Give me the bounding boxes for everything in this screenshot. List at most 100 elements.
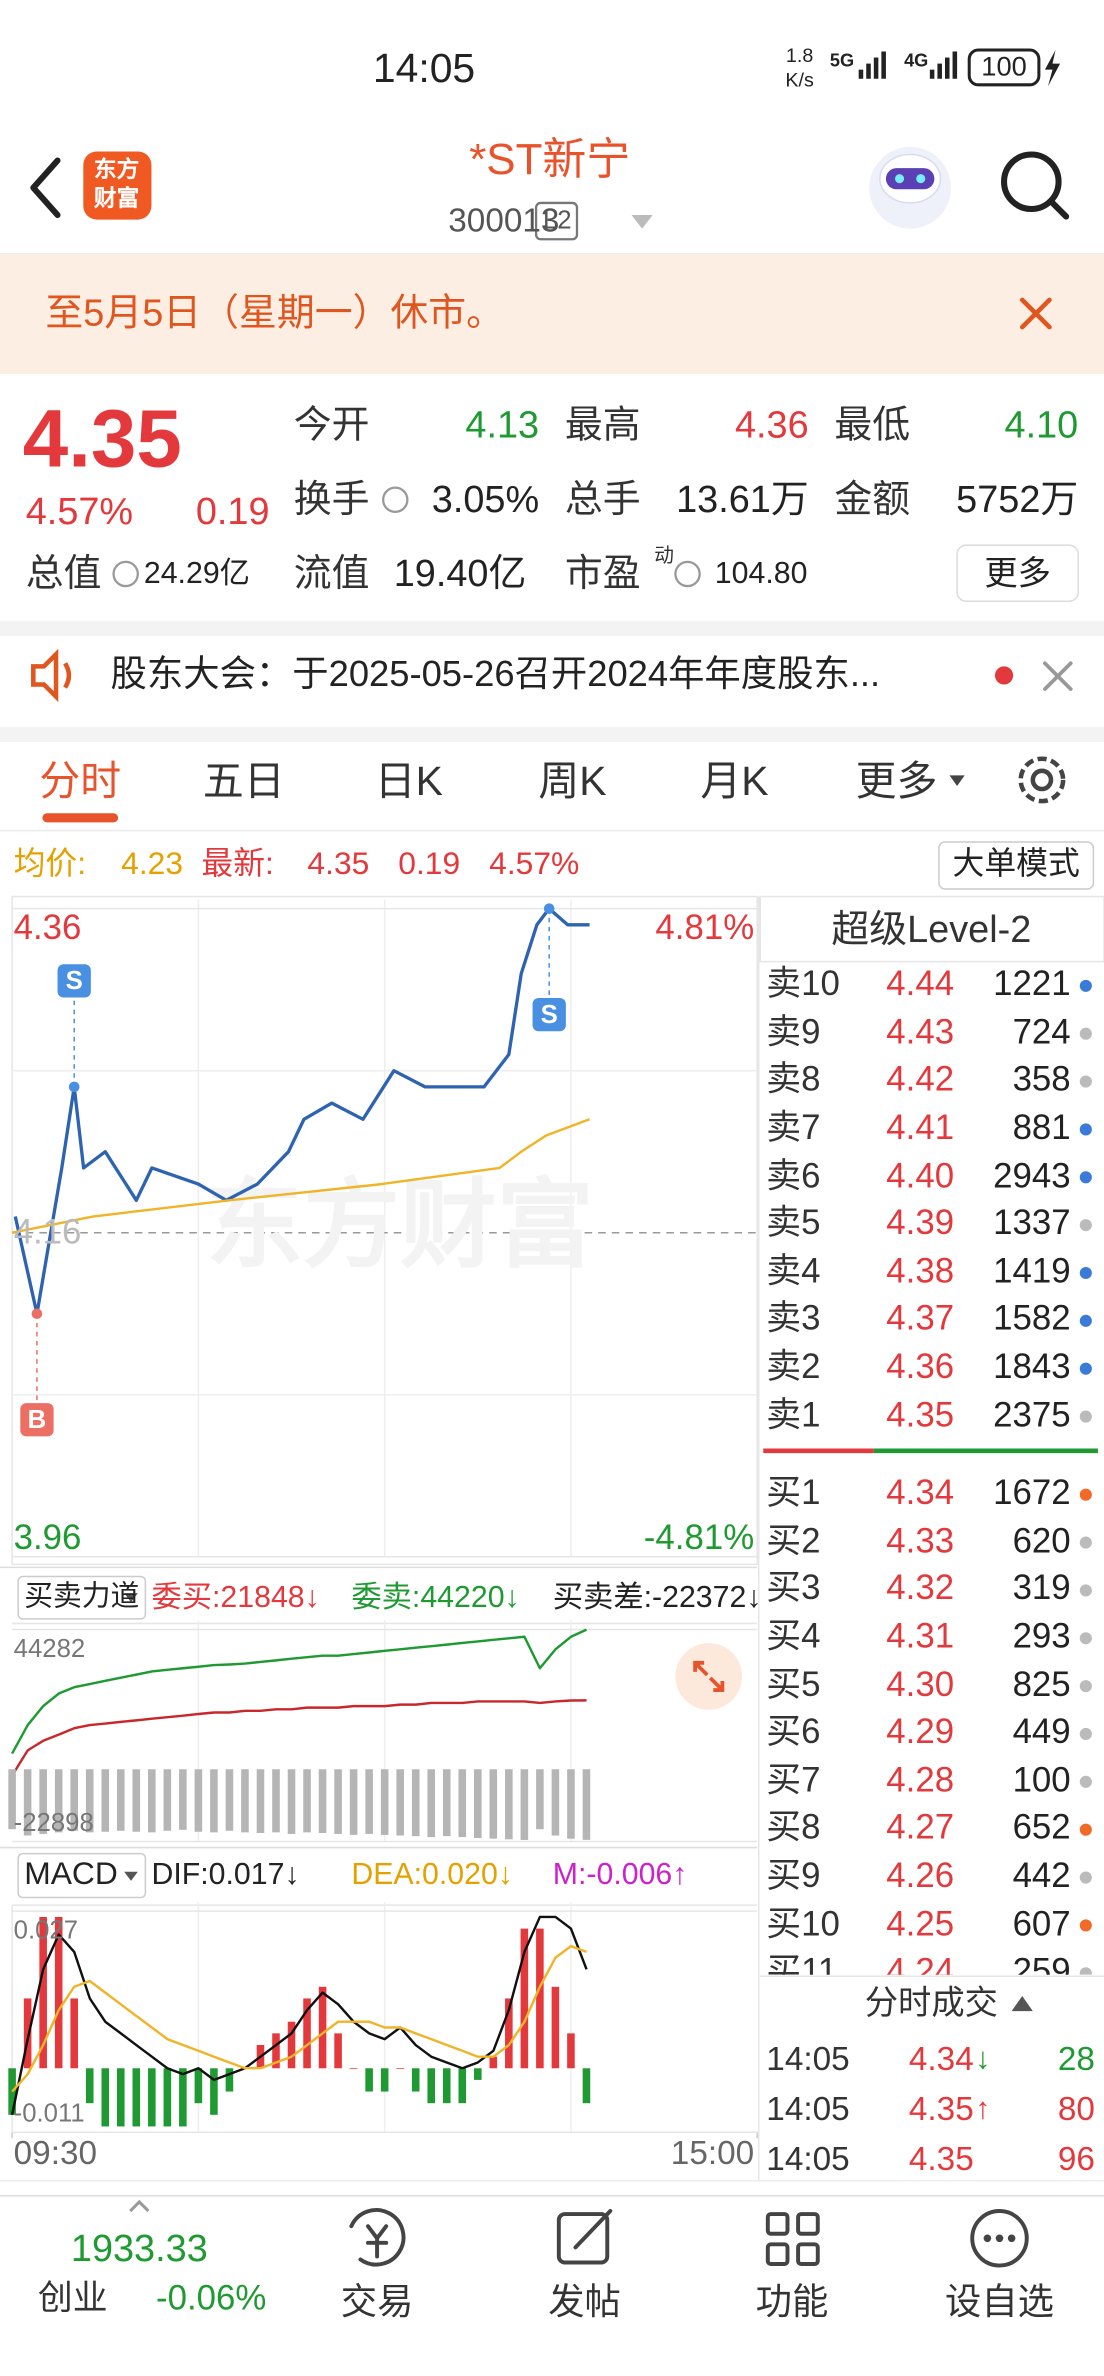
bar <box>318 1986 327 2069</box>
field-label: 换手 <box>293 478 370 521</box>
book-price: 4.38 <box>886 1250 955 1290</box>
y2-tick-label: 4.81% <box>655 907 755 947</box>
logo-text: 东方 <box>93 157 140 184</box>
book-price: 4.26 <box>886 1855 955 1895</box>
indicator-readout: M:-0.006↑ <box>552 1858 688 1892</box>
mode-button[interactable]: 大单模式 <box>952 847 1080 882</box>
book-dot <box>1079 1314 1092 1327</box>
status-time: 14:05 <box>372 45 476 91</box>
y2-tick-label: -4.81% <box>643 1517 755 1558</box>
book-volume: 442 <box>1012 1855 1071 1895</box>
book-level: 卖10 <box>766 963 840 1003</box>
indicator-readout: DIF:0.017↓ <box>151 1858 300 1892</box>
tab[interactable]: 月K <box>700 758 769 804</box>
dropdown-icon[interactable] <box>124 1871 138 1881</box>
nav-item[interactable]: 发帖 <box>548 2281 621 2323</box>
book-price: 4.37 <box>886 1298 955 1338</box>
book-volume: 1419 <box>993 1250 1071 1290</box>
order-book: 卖10 4.44 1221 卖9 4.43 724 卖8 4.42 358 卖7 4.41 881 卖6… <box>0 963 1104 1975</box>
more-button-bg[interactable] <box>956 544 1080 602</box>
search-button[interactable] <box>1001 151 1070 220</box>
bar <box>520 1928 529 2069</box>
bar <box>194 1769 203 1832</box>
book-dot <box>1079 1727 1092 1741</box>
book-dot <box>1079 1536 1092 1549</box>
book-level: 买3 <box>766 1567 821 1608</box>
trade-marker <box>31 1308 43 1320</box>
announcement-text[interactable]: 股东大会：于2025-05-26召开2024年年度股东... <box>110 653 881 695</box>
book-price: 4.36 <box>886 1346 955 1386</box>
index-value[interactable]: 1933.33 <box>70 2227 208 2271</box>
battery-level: 100 <box>981 51 1027 83</box>
assistant-avatar[interactable] <box>869 146 952 229</box>
trade-arrow: ↑ <box>975 2092 991 2127</box>
dropdown-icon[interactable] <box>631 215 653 229</box>
series-line <box>11 1699 587 1777</box>
series-line <box>13 906 590 1316</box>
book-price: 4.27 <box>886 1807 955 1847</box>
book-level: 卖7 <box>766 1107 821 1147</box>
book-price: 4.28 <box>886 1759 955 1799</box>
book-volume: 1221 <box>993 963 1071 1003</box>
bar <box>39 1916 47 2069</box>
y-tick-label: 4.36 <box>13 907 82 947</box>
change: 0.19 <box>195 490 270 534</box>
bar <box>210 1769 218 1833</box>
bar <box>505 1998 513 2069</box>
bar <box>225 1769 234 1831</box>
book-dot <box>1079 1823 1092 1836</box>
book-price: 4.31 <box>886 1615 955 1656</box>
book-volume: 449 <box>1012 1711 1071 1751</box>
selector-bg[interactable] <box>17 1575 147 1620</box>
book-volume: 1672 <box>993 1472 1071 1512</box>
net-unit: K/s <box>785 68 814 92</box>
bar <box>101 1769 110 1832</box>
more-button[interactable]: 更多 <box>984 553 1051 592</box>
expand-button[interactable] <box>675 1643 743 1710</box>
book-dot <box>1079 1171 1092 1184</box>
trade-time: 14:05 <box>766 2039 850 2078</box>
field-sup: 动 <box>654 543 674 567</box>
bar <box>70 1998 78 2069</box>
indicator-selector[interactable]: 买卖力道 <box>24 1580 140 1613</box>
bar <box>179 2068 187 2127</box>
nav-item[interactable]: 交易 <box>340 2281 414 2323</box>
bar <box>427 2068 436 2104</box>
tab[interactable]: 分时 <box>39 758 122 804</box>
settings-button[interactable] <box>1018 756 1066 804</box>
collapse-icon[interactable] <box>1011 1995 1033 2012</box>
field-label: 总手 <box>564 478 641 521</box>
tab[interactable]: 更多 <box>855 758 938 804</box>
bar <box>194 2068 203 2104</box>
bar <box>396 1769 404 1836</box>
signal-icon <box>858 51 958 79</box>
tab[interactable]: 周K <box>538 758 607 804</box>
book-volume: 652 <box>1012 1807 1071 1847</box>
tab[interactable]: 五日 <box>202 758 285 804</box>
nav-item[interactable]: 设自选 <box>944 2281 1055 2323</box>
dropdown-icon[interactable] <box>949 775 965 786</box>
book-dot <box>1079 979 1092 992</box>
last-value: 4.35 <box>307 847 370 882</box>
bar <box>23 1998 32 2069</box>
expand-index-icon[interactable] <box>129 2199 150 2213</box>
bar <box>272 1769 280 1833</box>
bar <box>411 1769 420 1837</box>
close-announcement[interactable] <box>1043 661 1073 691</box>
dropdown-icon[interactable] <box>124 1593 138 1603</box>
close-notice[interactable] <box>1019 297 1052 330</box>
selector-bg[interactable] <box>17 1852 147 1899</box>
nav-icons <box>983 2234 1016 2243</box>
book-volume: 881 <box>1012 1107 1071 1147</box>
tab[interactable]: 日K <box>374 758 443 804</box>
back-button[interactable] <box>30 157 61 219</box>
band <box>0 726 1104 743</box>
indicator-selector[interactable]: MACD <box>24 1857 118 1893</box>
mode-button-bg[interactable] <box>938 841 1095 890</box>
book-level: 卖3 <box>766 1298 821 1338</box>
trades-title[interactable]: 分时成交 <box>864 1983 998 2022</box>
nav-item[interactable]: 功能 <box>755 2281 829 2323</box>
book-volume: 1843 <box>993 1346 1071 1386</box>
